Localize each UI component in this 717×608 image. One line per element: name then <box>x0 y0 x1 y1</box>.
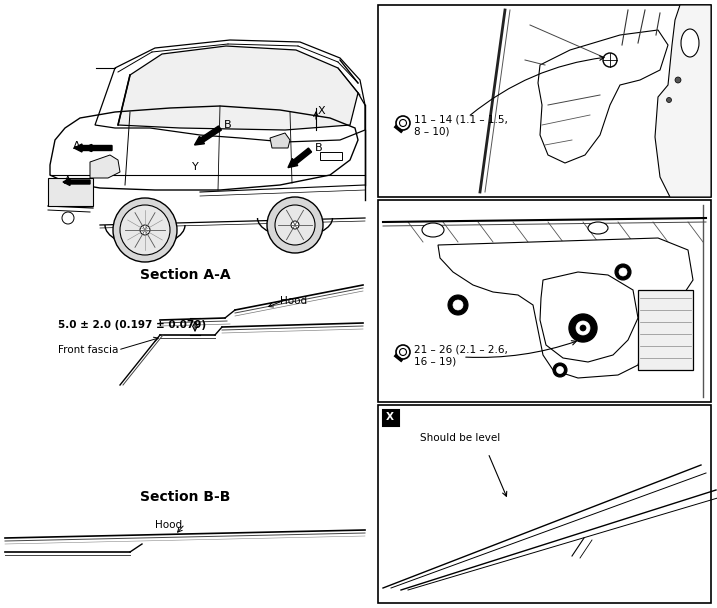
Text: Front fascia: Front fascia <box>58 345 118 355</box>
Circle shape <box>553 363 567 377</box>
Circle shape <box>267 197 323 253</box>
Text: 11 – 14 (1.1 – 1.5,: 11 – 14 (1.1 – 1.5, <box>414 115 508 125</box>
Bar <box>383 410 399 426</box>
Polygon shape <box>538 30 668 163</box>
FancyArrow shape <box>74 144 112 152</box>
Circle shape <box>396 345 410 359</box>
Ellipse shape <box>588 222 608 234</box>
Text: A: A <box>73 141 80 151</box>
Circle shape <box>580 325 586 331</box>
Circle shape <box>667 97 672 103</box>
Circle shape <box>556 367 564 373</box>
Circle shape <box>569 314 597 342</box>
FancyArrow shape <box>194 126 222 145</box>
Bar <box>378 405 711 603</box>
Polygon shape <box>438 238 693 378</box>
Text: Should be level: Should be level <box>420 433 500 443</box>
Polygon shape <box>118 46 358 130</box>
FancyArrow shape <box>63 179 90 185</box>
Circle shape <box>275 205 315 245</box>
Circle shape <box>291 221 299 229</box>
Ellipse shape <box>422 223 444 237</box>
Circle shape <box>615 264 631 280</box>
Circle shape <box>619 268 627 276</box>
Circle shape <box>448 295 468 315</box>
Circle shape <box>120 205 170 255</box>
Polygon shape <box>270 133 290 148</box>
Text: A: A <box>64 176 72 186</box>
Bar <box>378 5 711 197</box>
Text: Hood: Hood <box>280 296 307 306</box>
Text: 8 – 10): 8 – 10) <box>414 127 450 137</box>
Text: B: B <box>224 120 232 130</box>
Circle shape <box>453 300 463 310</box>
Text: B: B <box>315 143 323 153</box>
Bar <box>320 152 342 160</box>
Circle shape <box>140 225 150 235</box>
Ellipse shape <box>681 29 699 57</box>
Text: 5.0 ± 2.0 (0.197 ± 0.079): 5.0 ± 2.0 (0.197 ± 0.079) <box>58 320 206 330</box>
Text: Section B-B: Section B-B <box>140 490 230 504</box>
Polygon shape <box>90 155 120 178</box>
Text: X: X <box>318 106 326 116</box>
Text: X: X <box>386 412 394 422</box>
Text: Y: Y <box>192 162 199 172</box>
FancyArrow shape <box>288 148 312 168</box>
Bar <box>638 290 693 370</box>
Circle shape <box>396 116 410 130</box>
Circle shape <box>576 321 590 335</box>
Text: 21 – 26 (2.1 – 2.6,: 21 – 26 (2.1 – 2.6, <box>414 344 508 354</box>
Text: Section A-A: Section A-A <box>140 268 230 282</box>
Bar <box>378 200 711 402</box>
Circle shape <box>113 198 177 262</box>
Text: 16 – 19): 16 – 19) <box>414 356 456 366</box>
Circle shape <box>675 77 681 83</box>
Circle shape <box>603 53 617 67</box>
Polygon shape <box>655 5 711 197</box>
Bar <box>48 178 93 206</box>
Text: Hood: Hood <box>155 520 182 530</box>
